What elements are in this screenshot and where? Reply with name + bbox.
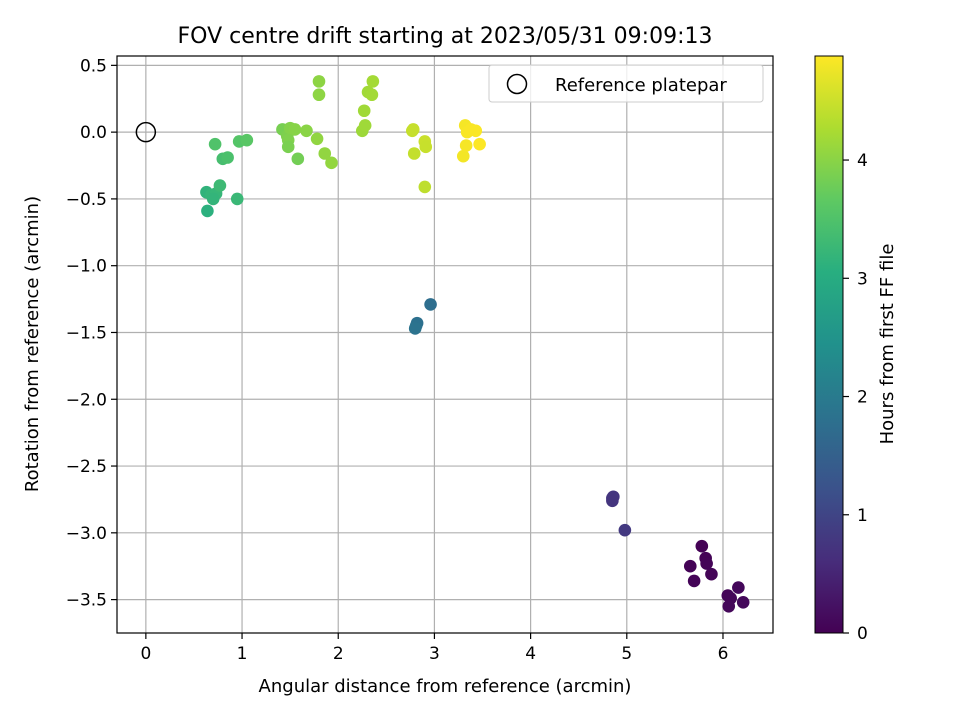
- legend-entry-label: Reference platepar: [555, 75, 727, 96]
- data-point: [700, 557, 713, 570]
- data-point: [221, 151, 234, 164]
- data-point: [365, 88, 379, 102]
- data-point: [618, 523, 632, 537]
- data-point: [736, 595, 750, 609]
- data-point: [206, 192, 220, 206]
- x-tick-label: 1: [237, 644, 248, 664]
- colorbar-tick-label: 0: [857, 624, 868, 644]
- y-tick-label: −2.0: [66, 390, 107, 410]
- colorbar: 0 1 2 3 4 Hours from first FF file: [814, 55, 898, 644]
- y-tick-label: −2.5: [66, 457, 107, 477]
- colorbar-tick-label: 1: [857, 506, 868, 526]
- data-point: [230, 192, 244, 206]
- data-point: [722, 599, 736, 613]
- data-point: [281, 140, 295, 154]
- data-point: [357, 104, 371, 118]
- legend: Reference platepar: [488, 64, 764, 103]
- data-point: [300, 124, 313, 138]
- legend-box: [488, 64, 764, 103]
- data-point: [732, 581, 745, 594]
- y-tick-label: 0.0: [80, 123, 107, 143]
- data-point: [288, 123, 302, 136]
- y-tick-label: −3.0: [66, 524, 107, 544]
- data-point: [318, 147, 332, 160]
- data-point: [424, 298, 437, 311]
- grid-lines: [117, 56, 773, 633]
- x-tick-label: 5: [621, 644, 632, 664]
- data-point: [310, 132, 324, 146]
- data-point: [687, 574, 701, 588]
- data-point: [606, 494, 619, 508]
- x-tick-label: 0: [140, 644, 151, 664]
- x-axis-label: Angular distance from reference (arcmin): [259, 676, 632, 697]
- data-point: [456, 149, 470, 163]
- colorbar-tick-label: 4: [857, 151, 868, 171]
- y-tick-label: −1.0: [66, 257, 107, 277]
- data-point: [469, 124, 483, 138]
- x-tick-label: 3: [429, 644, 440, 664]
- colorbar-label: Hours from first FF file: [877, 244, 898, 445]
- y-tick-label: −0.5: [66, 190, 107, 210]
- y-tick-label: −1.5: [66, 323, 107, 343]
- x-tick-label: 4: [525, 644, 536, 664]
- data-point: [291, 152, 305, 166]
- plot-area-frame: [116, 55, 774, 634]
- data-point: [418, 180, 432, 194]
- colorbar-tick-label: 2: [857, 388, 868, 408]
- data-point: [705, 567, 718, 581]
- data-points: [200, 75, 750, 613]
- chart-title: FOV centre drift starting at 2023/05/31 …: [178, 24, 713, 49]
- y-axis-label: Rotation from reference (arcmin): [22, 196, 43, 492]
- reference-point-marker: [135, 121, 157, 143]
- data-point: [366, 75, 380, 88]
- data-point: [459, 139, 473, 152]
- data-point: [408, 322, 422, 335]
- data-point: [240, 133, 254, 147]
- data-point: [683, 559, 697, 573]
- data-point: [312, 75, 326, 88]
- data-point: [201, 204, 214, 218]
- x-tick-label: 2: [333, 644, 344, 664]
- y-axis-ticks: 0.5 0.0 −0.5 −1.0 −1.5 −2.0 −2.5 −3.0 −3.5: [66, 56, 117, 611]
- data-point: [473, 137, 486, 151]
- y-tick-label: −3.5: [66, 591, 107, 611]
- reference-marker-layer: [135, 121, 157, 143]
- data-point: [407, 147, 421, 160]
- data-point: [695, 539, 709, 553]
- colorbar-gradient: [814, 55, 844, 634]
- x-tick-label: 6: [718, 644, 729, 664]
- colorbar-tick-label: 3: [857, 269, 868, 289]
- data-point: [208, 137, 222, 151]
- data-point: [358, 119, 372, 132]
- colorbar-ticks: 0 1 2 3 4: [843, 151, 868, 644]
- legend-reference-marker: [506, 73, 528, 95]
- data-point: [213, 179, 227, 192]
- y-tick-label: 0.5: [80, 56, 107, 76]
- data-point: [325, 156, 338, 170]
- data-point: [312, 88, 326, 102]
- data-point: [419, 140, 433, 154]
- data-point: [406, 123, 420, 136]
- x-axis-ticks: 0 1 2 3 4 5 6: [140, 633, 728, 664]
